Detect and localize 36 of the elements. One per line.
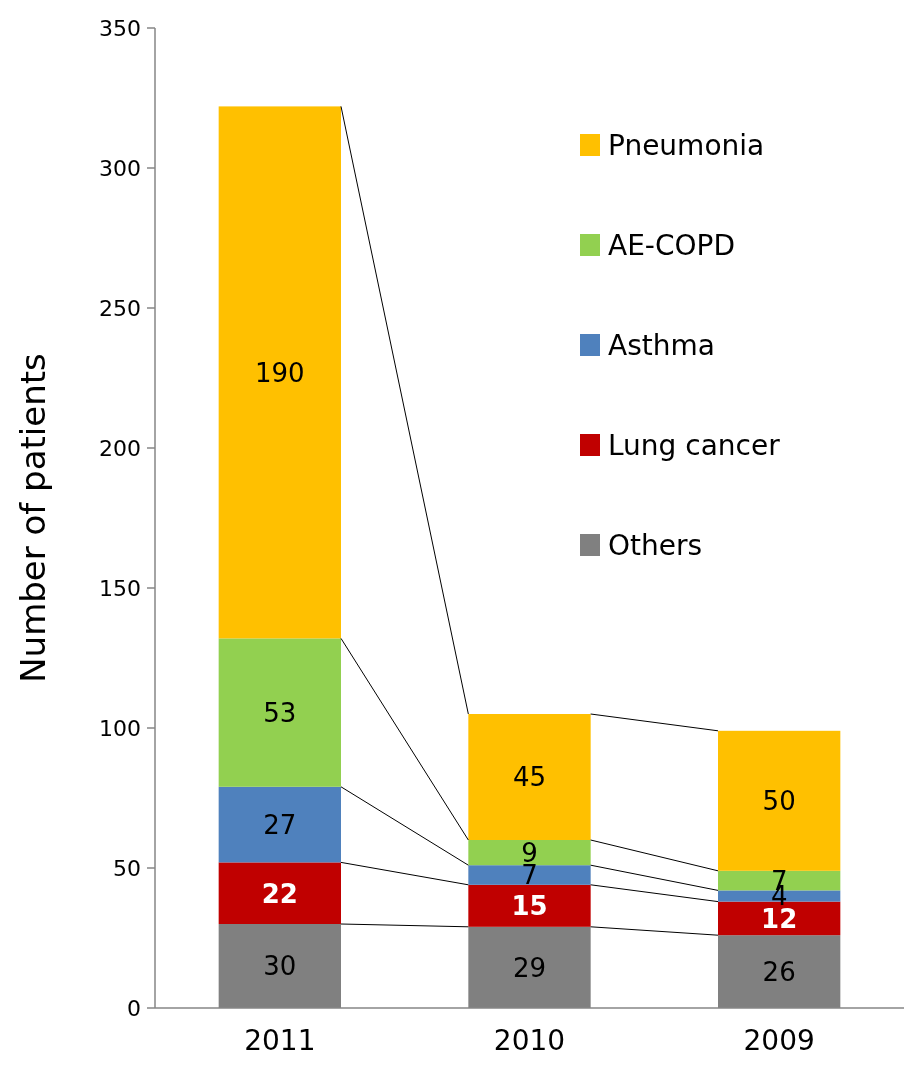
bar: [468, 865, 591, 885]
bar: [218, 106, 341, 639]
data-label: 27: [263, 809, 297, 840]
bar: [718, 730, 841, 871]
y-tick-label: 250: [99, 295, 141, 321]
bar: [468, 884, 591, 927]
y-tick-label: 300: [99, 155, 141, 181]
x-tick-label: 2009: [743, 1024, 815, 1057]
data-label: 29: [512, 952, 547, 983]
y-tick-label: 0: [127, 995, 141, 1021]
bar: [218, 786, 341, 863]
x-tick-label: 2010: [493, 1024, 566, 1057]
y-axis-title: Number of patients: [13, 353, 53, 683]
legend-label: Asthma: [608, 329, 715, 363]
legend-label: Others: [608, 529, 703, 563]
data-label: 15: [511, 891, 548, 922]
data-label: 45: [512, 762, 547, 793]
y-tick-label: 50: [113, 855, 141, 881]
legend-label: Pneumonia: [608, 129, 765, 163]
y-tick-label: 350: [99, 15, 141, 41]
data-label: 50: [762, 786, 796, 817]
data-label: 22: [261, 878, 298, 909]
y-tick-label: 200: [99, 435, 141, 461]
data-label: 26: [762, 956, 796, 987]
bar: [218, 862, 341, 924]
data-label: 190: [255, 357, 305, 388]
legend-label: AE-COPD: [608, 229, 735, 263]
y-tick-label: 150: [99, 575, 141, 601]
data-label: 53: [263, 697, 297, 728]
data-label: 30: [263, 951, 297, 982]
bar: [218, 638, 341, 787]
bar: [468, 840, 591, 866]
bar: [468, 714, 591, 840]
x-tick-label: 2011: [244, 1024, 316, 1057]
legend-label: Lung cancer: [608, 429, 781, 463]
y-tick-label: 100: [99, 715, 141, 741]
